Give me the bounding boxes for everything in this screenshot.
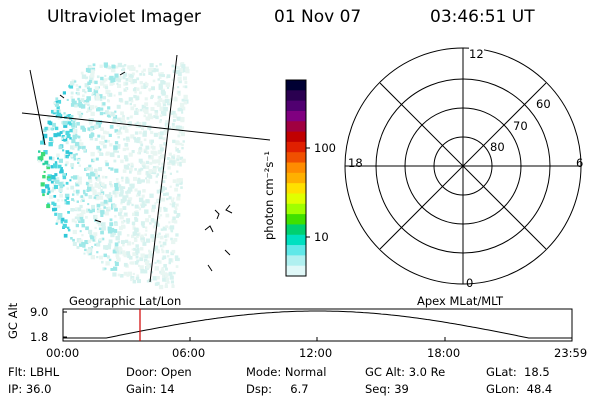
colorbar-segment — [286, 224, 306, 236]
colorbar-segment — [286, 141, 306, 153]
timeline-x-tick-label-0000: 00:00 — [46, 346, 80, 360]
timeline-x-tick-label-2359: 23:59 — [554, 346, 588, 360]
colorbar-segment — [286, 80, 306, 91]
colorbar-segment — [286, 203, 306, 215]
timeline-x-tick-label-1200: 12:00 — [299, 346, 333, 360]
colorbar-tick-label-10: 10 — [314, 230, 329, 244]
colorbar-segment — [286, 183, 306, 195]
coastline-fragment — [94, 219, 102, 223]
colorbar-segment — [286, 234, 306, 246]
polar-diagonal-2 — [379, 82, 547, 250]
colorbar-segment — [286, 131, 306, 143]
footer-ip: IP: 36.0 — [8, 382, 52, 396]
polar-ring-label-70: 70 — [513, 119, 528, 133]
colorbar-segment — [286, 172, 306, 184]
colorbar-segment — [286, 110, 306, 122]
polar-ring-label-60: 60 — [536, 97, 551, 111]
coastline-fragment — [207, 264, 213, 272]
coastline-fragment — [214, 209, 220, 220]
colorbar-gradient — [286, 80, 306, 277]
lon-line-right — [149, 54, 178, 283]
timeline-y-axis-label: GC Alt — [6, 302, 20, 339]
colorbar-frame — [285, 79, 307, 277]
instrument-title: Ultraviolet Imager — [47, 7, 201, 27]
footer-glat: GLat: 18.5 — [486, 365, 550, 379]
coastline-fragment — [59, 94, 65, 99]
date-label: 01 Nov 07 — [274, 7, 362, 27]
footer-gc-alt: GC Alt: 3.0 Re — [365, 365, 446, 379]
colorbar-segment — [286, 193, 306, 205]
colorbar-segment — [286, 214, 306, 226]
footer-mode: Mode: Normal — [246, 365, 327, 379]
footer-dsp: Dsp: 6.7 — [246, 382, 309, 396]
colorbar-tick-label-100: 100 — [314, 141, 336, 155]
altitude-curve — [63, 310, 572, 339]
timeline-left-title: Geographic Lat/Lon — [69, 294, 182, 308]
coastline-fragment — [204, 225, 214, 233]
colorbar-segment — [286, 90, 306, 102]
coastline-fragment — [224, 249, 231, 256]
colorbar-segment — [286, 245, 306, 256]
footer-seq: Seq: 39 — [365, 382, 409, 396]
time-label: 03:46:51 UT — [430, 7, 535, 27]
colorbar-segment — [286, 100, 306, 112]
footer-door: Door: Open — [126, 365, 192, 379]
colorbar-segment — [286, 121, 306, 133]
footer-flt: Flt: LBHL — [8, 365, 60, 379]
timeline-x-tick-label-1800: 18:00 — [427, 346, 461, 360]
colorbar-segment — [286, 265, 306, 277]
timeline-y-tick-label-1-8: 1.8 — [30, 330, 49, 344]
polar-label-right: 6 — [576, 156, 584, 170]
lat-line — [21, 112, 271, 141]
colorbar-segment — [286, 152, 306, 164]
polar-ring-label-80: 80 — [490, 140, 505, 154]
polar-label-top: 12 — [469, 47, 484, 61]
footer-gain: Gain: 14 — [126, 382, 175, 396]
timeline-y-tick-label-9: 9.0 — [30, 305, 49, 319]
timeline-right-title: Apex MLat/MLT — [417, 294, 504, 308]
footer-glon: GLon: 48.4 — [486, 382, 553, 396]
timeline-frame — [62, 308, 573, 342]
coastline-fragment — [119, 71, 126, 76]
earth-disk — [37, 62, 190, 290]
polar-label-bottom: 0 — [466, 276, 474, 290]
lon-line-left — [29, 69, 46, 146]
colorbar-segment — [286, 162, 306, 174]
colorbar-segment — [286, 255, 306, 267]
polar-label-left: 18 — [348, 156, 363, 170]
timeline-x-tick-label-0600: 06:00 — [172, 346, 206, 360]
coastline-fragment — [225, 204, 233, 214]
